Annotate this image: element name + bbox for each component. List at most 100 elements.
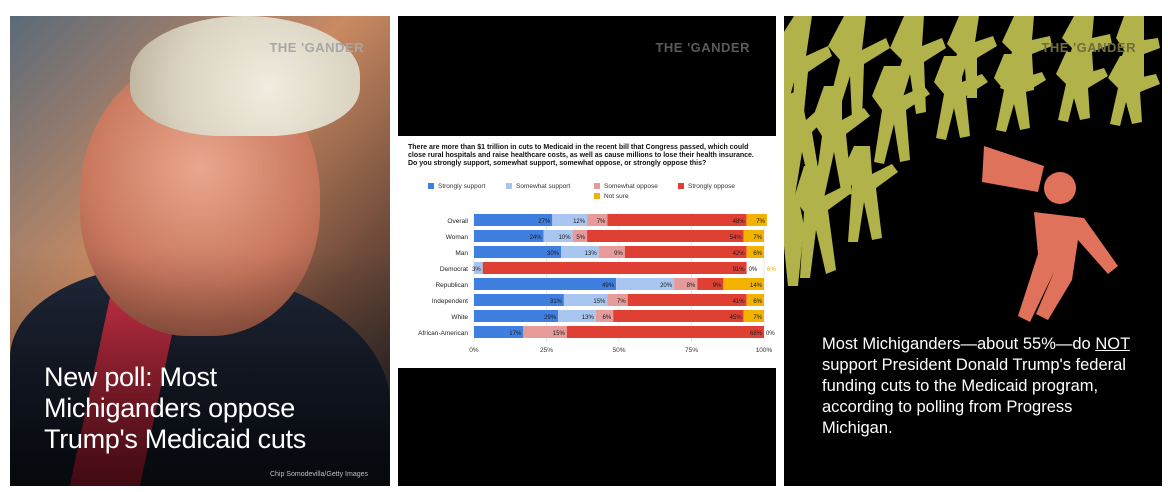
bar-value-label: 6% [753, 251, 762, 257]
category-label: Overall [447, 218, 468, 225]
bar-segment [627, 294, 747, 306]
bar-value-label: 45% [730, 315, 743, 321]
quote-text: Most Michiganders—about 55%—do NOT suppo… [822, 334, 1132, 439]
category-label: African-American [418, 330, 468, 337]
bar-value-label: 7% [597, 219, 606, 225]
legend-label: Somewhat oppose [604, 183, 658, 190]
bar-value-label: 49% [602, 283, 615, 289]
legend-swatch [594, 183, 600, 189]
quote-card: THE 'GANDER Most Michiganders—about 55%—… [784, 16, 1162, 486]
bar-segment [474, 230, 544, 242]
bar-value-label: 68% [750, 331, 763, 337]
bar-segment [561, 246, 599, 258]
bar-value-label: 0% [749, 267, 758, 273]
category-label: Independent [432, 298, 468, 305]
bar-value-label: 41% [733, 299, 746, 305]
bar-value-label: 13% [582, 315, 595, 321]
bar-value-label: 5% [576, 235, 585, 241]
chart-title: There are more than $1 trillion in cuts … [408, 144, 754, 167]
bar-value-label: 6% [603, 315, 612, 321]
chart-card: THE 'GANDER There are more than $1 trill… [398, 16, 776, 486]
bar-segment [598, 246, 625, 258]
category-label: Man [455, 250, 468, 257]
bar-value-label: 31% [550, 299, 563, 305]
x-tick-label: 75% [685, 347, 698, 354]
bar-segment [595, 310, 614, 322]
bar-value-label: 7% [753, 235, 762, 241]
bar-segment [723, 278, 764, 290]
bar-segment [607, 294, 628, 306]
x-tick-label: 0% [469, 347, 479, 354]
quote-text-end: support President Donald Trump's federal… [822, 356, 1126, 437]
poll-chart: There are more than $1 trillion in cuts … [398, 136, 776, 368]
legend-label: Strongly support [438, 183, 486, 190]
bar-value-label: 13% [585, 251, 598, 257]
x-tick-label: 100% [756, 347, 773, 354]
photo-shade [10, 16, 390, 486]
quote-text-emphasis: NOT [1095, 335, 1130, 353]
bar-value-label: 8% [687, 283, 696, 289]
bar-value-label: 7% [617, 299, 626, 305]
bar-segment [697, 278, 724, 290]
x-tick-label: 25% [540, 347, 553, 354]
bar-segment [743, 230, 764, 242]
bar-segment [613, 310, 744, 322]
bar-segment [474, 326, 524, 338]
legend-swatch [594, 193, 600, 199]
bar-value-label: 7% [753, 315, 762, 321]
bar-value-label: 15% [553, 331, 566, 337]
bar-value-label: 20% [660, 283, 673, 289]
bar-segment [572, 230, 588, 242]
bar-segment [474, 278, 617, 290]
category-label: Republican [435, 282, 468, 289]
bar-value-label: 6% [767, 267, 776, 273]
bar-value-label: 12% [573, 219, 586, 225]
bar-value-label: 0% [766, 331, 775, 337]
legend-label: Somewhat support [516, 183, 570, 190]
bar-segment [587, 214, 608, 226]
bar-segment [674, 278, 698, 290]
bar-value-label: 9% [713, 283, 722, 289]
bar-value-label: 24% [530, 235, 543, 241]
brand-logo: THE 'GANDER [655, 40, 750, 55]
bar-value-label: 48% [733, 219, 746, 225]
bar-value-label: 91% [733, 267, 746, 273]
bar-value-label: 17% [509, 331, 522, 337]
bar-segment [587, 230, 744, 242]
bar-value-label: 6% [753, 299, 762, 305]
bar-segment [746, 294, 764, 306]
headline-text: New poll: Most Michiganders oppose Trump… [44, 362, 306, 454]
bar-segment [616, 278, 675, 290]
headline-card: THE 'GANDER New poll: Most Michiganders … [10, 16, 390, 486]
bar-segment [563, 294, 608, 306]
legend-swatch [678, 183, 684, 189]
x-tick-label: 50% [612, 347, 625, 354]
bar-segment [746, 246, 764, 258]
category-label: Democrat [440, 266, 468, 273]
bar-value-label: 3% [472, 267, 481, 273]
bar-value-label: 14% [750, 283, 763, 289]
crowd-figures [784, 16, 1160, 286]
bar-value-label: 10% [559, 235, 572, 241]
crowd-illustration [784, 16, 1160, 322]
quote-text-start: Most Michiganders—about 55%—do [822, 335, 1096, 353]
category-label: White [451, 314, 468, 321]
bar-value-label: 7% [756, 219, 765, 225]
legend-swatch [506, 183, 512, 189]
brand-logo: THE 'GANDER [269, 40, 364, 55]
bar-segment [607, 214, 747, 226]
bar-segment [743, 310, 764, 322]
brand-logo: THE 'GANDER [1041, 40, 1136, 55]
bar-value-label: 29% [544, 315, 557, 321]
bar-segment [558, 310, 596, 322]
legend-label: Not sure [604, 193, 629, 200]
bar-segment [474, 262, 483, 274]
chart-svg: Strongly support Somewhat support Somewhat… [418, 183, 776, 354]
photo-credit: Chip Somodevilla/Getty Images [269, 471, 368, 478]
bar-segment [543, 230, 573, 242]
category-label: Woman [446, 234, 469, 241]
bar-segment [552, 214, 588, 226]
legend-swatch [428, 183, 434, 189]
bar-segment [474, 310, 559, 322]
bar-value-label: 27% [538, 219, 551, 225]
